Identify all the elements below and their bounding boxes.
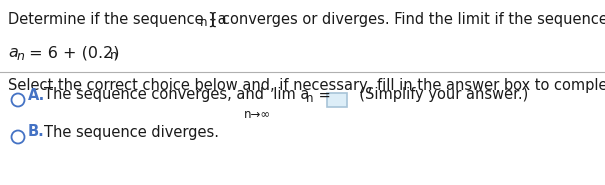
- Text: Select the correct choice below and, if necessary, fill in the answer box to com: Select the correct choice below and, if …: [8, 78, 605, 93]
- Text: B.: B.: [28, 125, 45, 139]
- Text: n: n: [200, 16, 208, 29]
- Text: n: n: [110, 49, 118, 62]
- Text: A.: A.: [28, 88, 45, 102]
- Text: = 6 + (0.2): = 6 + (0.2): [24, 45, 120, 60]
- Text: } converges or diverges. Find the limit if the sequence converges.: } converges or diverges. Find the limit …: [208, 12, 605, 27]
- Text: n: n: [17, 50, 25, 63]
- FancyBboxPatch shape: [327, 93, 347, 107]
- Text: (Simplify your answer.): (Simplify your answer.): [350, 88, 528, 102]
- Text: a: a: [8, 45, 18, 60]
- Text: Determine if the sequence {a: Determine if the sequence {a: [8, 12, 227, 27]
- Text: The sequence converges, and  lim a: The sequence converges, and lim a: [44, 88, 309, 102]
- Text: The sequence diverges.: The sequence diverges.: [44, 125, 219, 139]
- Text: =: =: [314, 88, 331, 102]
- Text: n: n: [306, 92, 313, 105]
- Text: n→∞: n→∞: [244, 108, 271, 121]
